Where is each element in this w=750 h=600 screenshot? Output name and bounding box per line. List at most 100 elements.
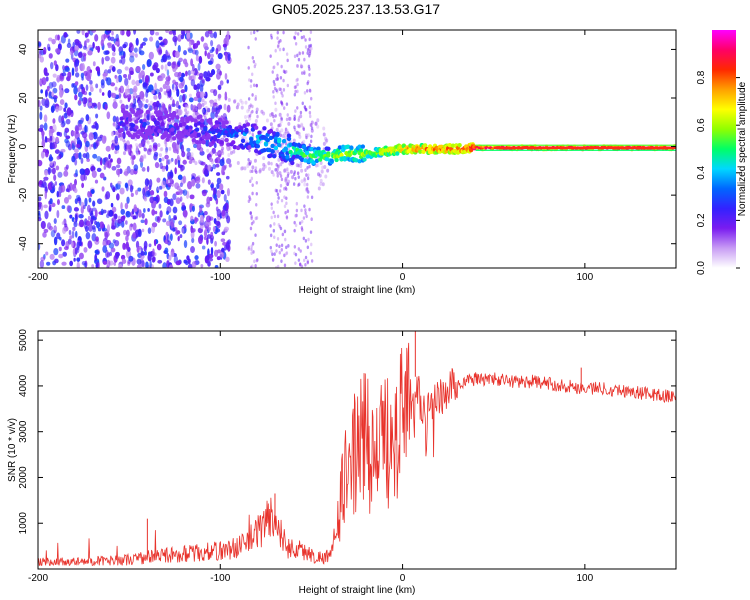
spectrogram-noise-dot: [81, 30, 85, 36]
spectrogram-noise-dot: [152, 248, 155, 257]
spectrogram-noise-dot: [325, 138, 329, 143]
spectrogram-noise-dot: [138, 113, 142, 118]
spectrogram-noise-dot: [69, 260, 74, 267]
spectrogram-noise-dot: [214, 98, 218, 103]
spectrogram-noise-dot: [111, 219, 115, 228]
spectrogram-noise-dot: [54, 149, 60, 154]
spectrogram-noise-dot: [304, 239, 308, 243]
spectrogram-noise-dot: [251, 183, 254, 187]
spectrogram-noise-dot: [143, 147, 147, 152]
spectrogram-noise-dot: [183, 240, 188, 249]
spectrogram-ridge-mark: [265, 138, 270, 143]
spectrogram-noise-dot: [217, 104, 221, 113]
spectrogram-noise-dot: [293, 170, 296, 174]
spectrogram-noise-dot: [188, 160, 193, 164]
snr-y-label: SNR (10 * v/v): [7, 418, 18, 482]
spectrogram-noise-dot: [289, 169, 293, 174]
spectrogram-noise-dot: [137, 150, 141, 155]
spectrogram-noise-dot: [182, 159, 187, 165]
snr-x-tick-label: -100: [210, 573, 230, 584]
spectrogram-noise-dot: [214, 265, 219, 268]
spectrogram-noise-dot: [306, 260, 310, 265]
spectrogram-noise-dot: [149, 260, 152, 268]
spectrogram-noise-dot: [51, 38, 56, 45]
spectrogram-noise-dot: [177, 235, 180, 242]
spectrogram-noise-dot: [135, 151, 139, 156]
spectrogram-noise-dot: [150, 90, 154, 95]
spectrogram-ridge-mark: [253, 148, 259, 154]
spectrogram-noise-dot: [224, 211, 229, 220]
spectrogram-noise-dot: [75, 169, 78, 177]
spectrogram-noise-dot: [276, 200, 279, 204]
snr-panel: -200 -100 0 100 1000 2000 3000 4000 5000 Height…: [7, 329, 677, 596]
spectrogram-ridge-mark: [231, 140, 236, 145]
spectrogram-noise-dot: [183, 259, 188, 264]
spectrogram-noise-dot: [293, 228, 296, 233]
spectrogram-noise-dot: [196, 142, 202, 151]
snr-y-tick-label: 3000: [18, 420, 29, 443]
spectrogram-noise-dot: [223, 103, 227, 111]
spectrogram-noise-dot: [308, 49, 312, 53]
spectrogram-noise-dot: [243, 166, 247, 171]
spectrogram-noise-dot: [190, 104, 194, 109]
spectrogram-noise-dot: [143, 113, 147, 118]
spectrogram-noise-dot: [158, 94, 162, 99]
spectrogram-noise-dot: [127, 144, 133, 151]
spectrogram-noise-dot: [305, 135, 308, 140]
spectrogram-noise-dot: [258, 167, 262, 172]
spectrogram-noise-dot: [67, 194, 72, 200]
spectrogram-noise-dot: [185, 70, 188, 77]
spectrogram-noise-dot: [53, 247, 59, 256]
spectrogram-x-tick-label: -100: [210, 272, 230, 283]
spectrogram-noise-dot: [168, 30, 173, 35]
spectrogram-noise-dot: [275, 167, 279, 172]
spectrogram-noise-dot: [210, 39, 214, 47]
spectrogram-noise-dot: [96, 198, 103, 205]
spectrogram-noise-dot: [275, 265, 278, 268]
spectrogram-noise-dot: [182, 94, 186, 103]
spectrogram-noise-dot: [162, 262, 167, 268]
spectrogram-noise-dot: [146, 140, 150, 145]
spectrogram-noise-dot: [146, 113, 151, 121]
spectrogram-ridge-mark: [276, 138, 282, 144]
spectrogram-ridge-mark: [234, 133, 239, 138]
spectrogram-noise-dot: [62, 64, 65, 71]
spectrogram-noise-dot: [324, 140, 328, 145]
spectrogram-noise-dot: [220, 189, 225, 195]
spectrogram-noise-dot: [272, 79, 276, 84]
spectrogram-noise-dot: [96, 167, 102, 172]
spectrogram-noise-dot: [220, 149, 224, 154]
spectrogram-ridge-mark: [360, 144, 366, 149]
spectrogram-noise-dot: [283, 253, 286, 258]
spectrogram-noise-dot: [277, 196, 280, 200]
spectrogram-noise-dot: [172, 100, 176, 105]
spectrogram-noise-dot: [294, 213, 297, 218]
spectrogram-ridge-mark: [484, 147, 488, 150]
spectrogram-noise-dot: [280, 247, 283, 252]
spectrogram-noise-dot: [314, 121, 318, 126]
spectrogram-noise-dot: [77, 99, 82, 105]
spectrogram-noise-dot: [39, 259, 45, 268]
spectrogram-noise-dot: [147, 208, 150, 212]
spectrogram-noise-dot: [248, 114, 252, 118]
spectrogram-noise-dot: [89, 84, 93, 89]
spectrogram-noise-dot: [94, 209, 98, 218]
spectrogram-noise-dot: [65, 118, 71, 125]
spectrogram-noise-dot: [120, 254, 126, 260]
spectrogram-noise-dot: [293, 125, 296, 130]
spectrogram-noise-dot: [164, 247, 169, 255]
spectrogram-noise-dot: [296, 82, 299, 87]
spectrogram-noise-dot: [278, 189, 282, 193]
spectrogram-noise-dot: [142, 64, 146, 70]
spectrogram-noise-dot: [84, 197, 88, 207]
snr-y-ticks: 1000 2000 3000 4000 5000: [18, 329, 676, 534]
spectrogram-noise-dot: [303, 70, 306, 74]
spectrogram-noise-dot: [154, 210, 158, 215]
spectrogram-noise-dot: [306, 51, 309, 55]
spectrogram-noise-dot: [214, 102, 218, 107]
spectrogram-noise-dot: [148, 51, 154, 60]
spectrogram-noise-dot: [192, 42, 199, 49]
spectrogram-noise-dot: [38, 159, 43, 167]
spectrogram-noise-dot: [262, 162, 266, 167]
spectrogram-noise-dot: [297, 171, 300, 175]
